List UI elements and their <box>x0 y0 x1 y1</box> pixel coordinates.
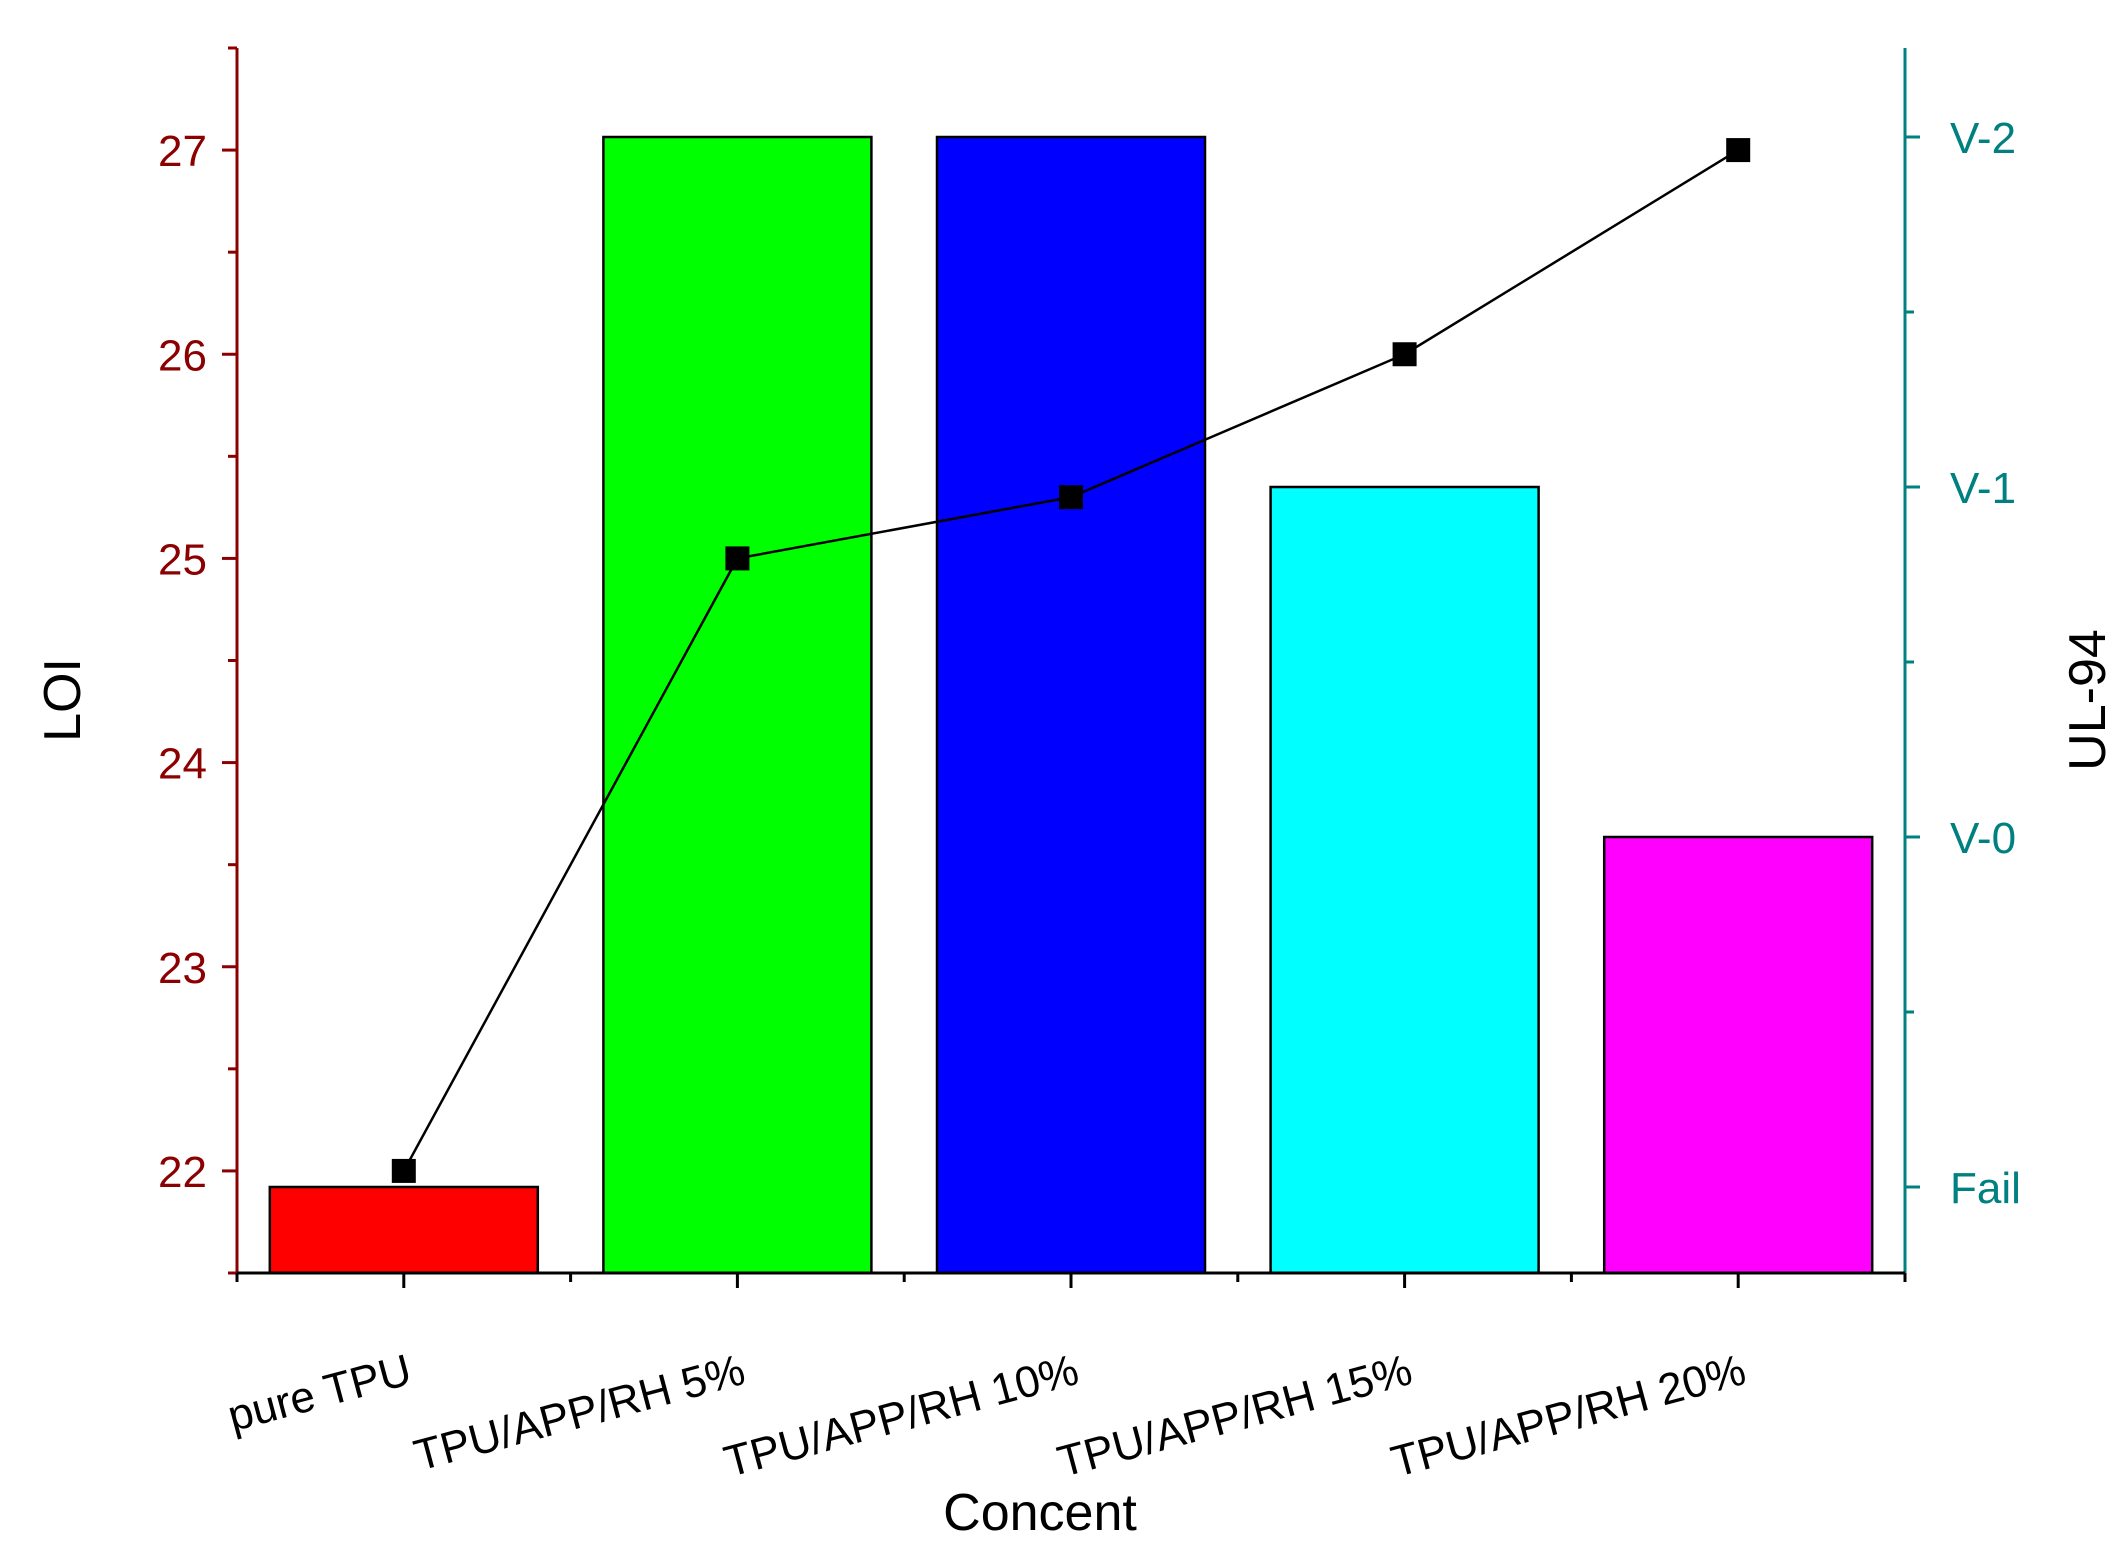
x-tick-label-3: TPU/APP/RH 15% <box>1053 1345 1418 1487</box>
y-right-tick-label-2: V-1 <box>1950 464 2016 513</box>
x-axis-title: Concent <box>943 1484 1137 1542</box>
bar-2 <box>935 135 1207 1275</box>
loi-marker-1 <box>725 546 750 571</box>
x-tick-label-4: TPU/APP/RH 20% <box>1386 1345 1751 1487</box>
y-right-tick-label-3: V-2 <box>1950 114 2016 163</box>
y-left-tick-label-5: 27 <box>158 127 207 176</box>
y-right-tick-label-1: V-0 <box>1950 814 2016 863</box>
loi-marker-3 <box>1392 342 1417 367</box>
loi-marker-0 <box>391 1158 416 1183</box>
bar-0 <box>268 1185 540 1275</box>
x-tick-label-1: TPU/APP/RH 5% <box>409 1345 750 1480</box>
bar-3 <box>1269 485 1540 1275</box>
y-left-tick-label-1: 23 <box>158 944 207 993</box>
loi-marker-2 <box>1059 485 1083 510</box>
bar-4 <box>1602 835 1874 1275</box>
bar-1 <box>602 135 873 1275</box>
bars-layer <box>268 135 1874 1275</box>
x-tick-label-2: TPU/APP/RH 10% <box>719 1345 1084 1487</box>
y-left-tick-label-0: 22 <box>158 1148 207 1197</box>
x-tick-label-0: pure TPU <box>223 1345 417 1441</box>
y-left-tick-label-4: 26 <box>158 331 207 380</box>
axes-layer <box>222 46 1920 1288</box>
y-left-tick-label-2: 24 <box>158 740 207 789</box>
y-axis-left-title: LOI <box>34 658 92 742</box>
y-left-tick-label-3: 25 <box>158 535 207 584</box>
loi-marker-4 <box>1726 138 1751 163</box>
y-right-tick-label-0: Fail <box>1950 1164 2021 1213</box>
loi-line-layer <box>391 138 1751 1183</box>
y-axis-right-title: UL-94 <box>2059 629 2117 771</box>
